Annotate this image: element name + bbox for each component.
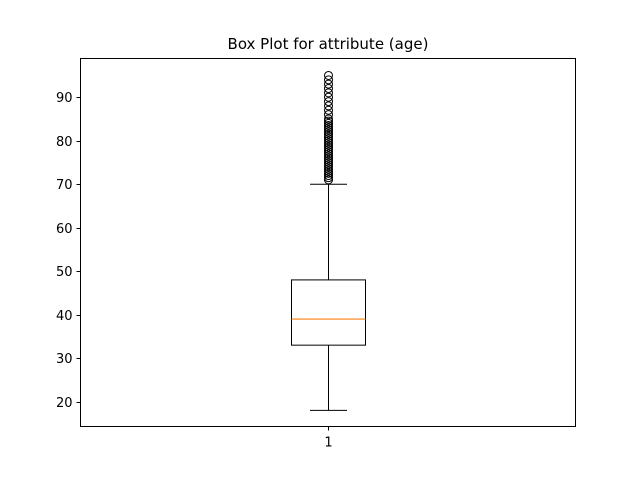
y-tick-label: 90 xyxy=(56,91,73,106)
y-tick-label: 20 xyxy=(56,396,73,411)
outlier-point xyxy=(324,131,333,141)
outlier-point xyxy=(324,144,333,154)
x-tick-label: 1 xyxy=(324,436,332,451)
outlier-point xyxy=(324,168,333,178)
outlier-point xyxy=(324,70,333,80)
outlier-point xyxy=(324,140,333,150)
outlier-point xyxy=(324,173,333,183)
y-tick-label: 80 xyxy=(56,135,73,150)
outlier-point xyxy=(324,166,333,176)
outlier-point xyxy=(324,123,333,133)
y-tick-label: 30 xyxy=(56,352,73,367)
outlier-point xyxy=(324,162,333,172)
iqr-box xyxy=(291,279,366,346)
outlier-point xyxy=(324,125,333,135)
outlier-point xyxy=(324,129,333,139)
outlier-point xyxy=(324,88,333,98)
outlier-point xyxy=(324,138,333,148)
outlier-point xyxy=(324,151,333,161)
outlier-point xyxy=(324,134,333,144)
outlier-point xyxy=(324,110,333,120)
outlier-point xyxy=(324,101,333,111)
outlier-point xyxy=(324,164,333,174)
outlier-point xyxy=(324,97,333,107)
outlier-point xyxy=(324,79,333,89)
outlier-point xyxy=(324,105,333,115)
outlier-point xyxy=(324,114,333,124)
chart-title: Box Plot for attribute (age) xyxy=(228,35,429,53)
outlier-point xyxy=(324,149,333,159)
outlier-point xyxy=(324,171,333,181)
outlier-point xyxy=(324,127,333,137)
outlier-point xyxy=(324,175,333,185)
outlier-point xyxy=(324,153,333,163)
outlier-point xyxy=(324,120,333,130)
outlier-point xyxy=(324,84,333,94)
outlier-point xyxy=(324,136,333,146)
outlier-point xyxy=(324,157,333,167)
y-tick-label: 50 xyxy=(56,265,73,280)
outlier-point xyxy=(324,116,333,126)
y-tick-label: 70 xyxy=(56,178,73,193)
outlier-point xyxy=(324,75,333,85)
outlier-point xyxy=(324,118,333,128)
outlier-point xyxy=(324,147,333,157)
outlier-point xyxy=(324,92,333,102)
plot-frame xyxy=(80,58,576,427)
plot-area: 20 30 40 50 60 70 80 90 1 xyxy=(56,70,366,451)
outlier-point xyxy=(324,160,333,170)
outlier-point xyxy=(324,142,333,152)
y-tick-label: 60 xyxy=(56,222,73,237)
outlier-point xyxy=(324,155,333,165)
y-tick-label: 40 xyxy=(56,309,73,324)
